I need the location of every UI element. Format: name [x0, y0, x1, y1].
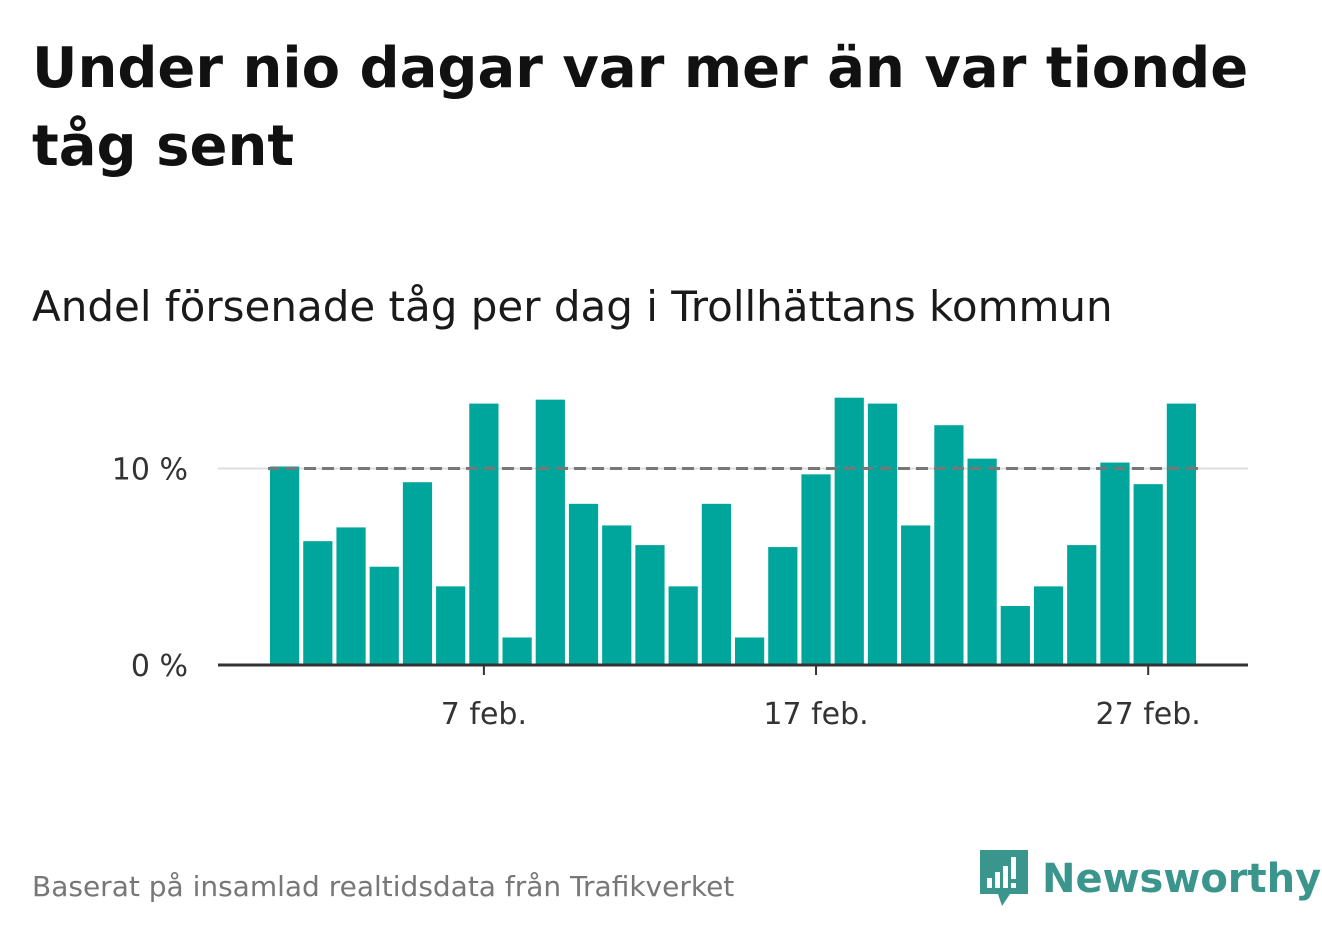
x-tick-label-7-feb: 7 feb. [441, 697, 527, 732]
x-tick-label-17-feb: 17 feb. [763, 697, 868, 732]
y-tick-label-10: 10 % [112, 452, 188, 487]
chart-subtitle: Andel försenade tåg per dag i Trollhätta… [32, 282, 1113, 331]
y-tick-label-0: 0 % [131, 649, 188, 684]
bar-27-feb [1133, 484, 1163, 665]
bar-24-feb [1033, 586, 1064, 665]
bar-9-feb [535, 399, 565, 665]
bar-10-feb [568, 503, 599, 665]
bar-8-feb [502, 637, 532, 665]
bar-chart: 0 % 10 % 7 feb. 17 feb. 27 feb. [112, 397, 1248, 732]
newsworthy-logo: Newsworthy [978, 848, 1321, 910]
bar-14-feb [701, 503, 731, 665]
bar-3-feb [336, 527, 366, 665]
bar-18-feb [834, 397, 864, 665]
bar-1-feb [270, 466, 300, 665]
newsworthy-chart-bubble-icon [980, 850, 1028, 906]
bar-23-feb [1000, 606, 1030, 665]
source-note: Baserat på insamlad realtidsdata från Tr… [32, 870, 735, 903]
bar-25-feb [1067, 545, 1097, 665]
bar-20-feb [901, 525, 931, 665]
logo-text: Newsworthy [1042, 856, 1322, 902]
bar-28-feb [1166, 403, 1196, 665]
bar-7-feb [469, 403, 499, 665]
bar-13-feb [668, 586, 698, 665]
bar-21-feb [934, 425, 964, 665]
bar-4-feb [369, 566, 399, 665]
chart-title: Under nio dagar var mer än var tionde tå… [32, 36, 1249, 179]
bar-17-feb [801, 474, 831, 665]
bar-5-feb [402, 482, 433, 665]
bar-11-feb [602, 525, 632, 665]
bar-15-feb [735, 637, 765, 665]
bar-19-feb [867, 403, 898, 665]
bar-12-feb [635, 545, 665, 665]
bar-6-feb [436, 586, 466, 665]
bar-26-feb [1100, 462, 1130, 665]
bar-16-feb [768, 547, 798, 665]
bar-2-feb [303, 541, 333, 665]
bar-22-feb [967, 458, 997, 665]
x-tick-label-27-feb: 27 feb. [1096, 697, 1201, 732]
